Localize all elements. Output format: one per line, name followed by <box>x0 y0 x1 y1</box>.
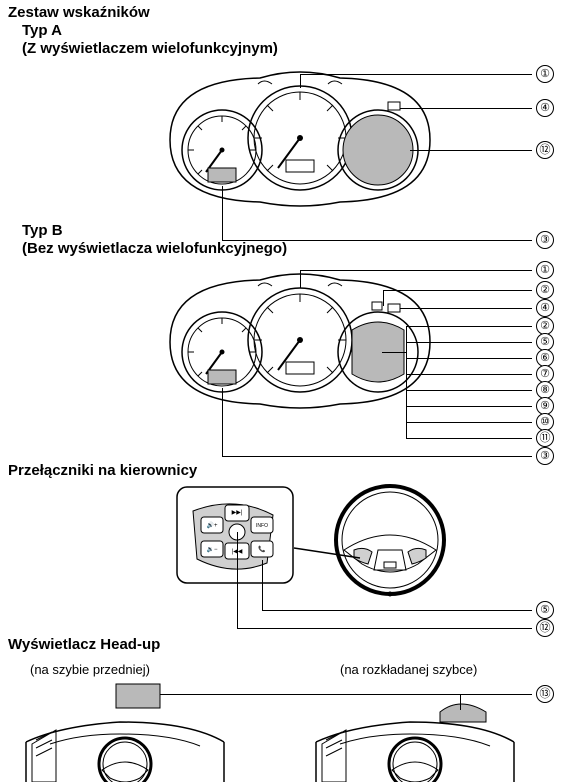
lead-b5 <box>406 342 532 343</box>
lead-b10 <box>406 422 532 423</box>
title-typeB: Typ B <box>22 222 63 239</box>
svg-text:INFO: INFO <box>256 523 268 529</box>
hud-left <box>20 682 230 782</box>
lead-sw-v <box>262 560 263 610</box>
label-hud-0: ⑬ <box>536 685 554 703</box>
hud-left-caption: (na szybie przedniej) <box>30 662 150 677</box>
svg-text:🔊+: 🔊+ <box>207 521 218 529</box>
lead-hud-l <box>160 694 460 695</box>
label-b-11: ③ <box>536 447 554 465</box>
lead-b11 <box>406 438 532 439</box>
lead-sw12-v <box>237 532 238 628</box>
lead-b4 <box>400 308 532 309</box>
hud-right <box>310 682 520 782</box>
lead-sw12 <box>237 628 532 629</box>
lead-b1 <box>300 270 532 271</box>
zoom-connector <box>290 540 370 570</box>
lead-hud <box>460 694 532 695</box>
switch-zoom-panel: ▶▶| |◀◀ 🔊+ INFO 🔉− 📞 <box>175 485 295 585</box>
label-a-12: ⑫ <box>536 141 554 159</box>
lead-b8 <box>406 390 532 391</box>
label-b-0: ① <box>536 261 554 279</box>
lead-a4 <box>400 108 532 109</box>
label-b-10: ⑪ <box>536 429 554 447</box>
label-a-3: ③ <box>536 231 554 249</box>
title-main: Zestaw wskaźników <box>8 4 150 21</box>
lead-a3-v <box>222 186 223 240</box>
lead-a12 <box>410 150 532 151</box>
label-sw-0: ⑤ <box>536 601 554 619</box>
svg-text:▶▶|: ▶▶| <box>232 510 243 516</box>
label-sw-1: ⑫ <box>536 619 554 637</box>
lead-a1-v <box>300 74 301 88</box>
lead-b2b <box>406 326 532 327</box>
label-b-2: ④ <box>536 299 554 317</box>
label-a-1: ① <box>536 65 554 83</box>
label-a-4: ④ <box>536 99 554 117</box>
lead-sw5 <box>262 610 532 611</box>
lead-b9 <box>406 406 532 407</box>
title-typeB-sub: (Bez wyświetlacza wielofunkcyjnego) <box>22 240 287 257</box>
lead-b3-v <box>222 388 223 456</box>
lead-bgroup-h <box>382 352 406 353</box>
title-typeA-sub: (Z wyświetlaczem wielofunkcyjnym) <box>22 40 278 57</box>
lead-b1-v <box>300 270 301 288</box>
lead-hud-r-v <box>460 694 461 710</box>
lead-bgroup-v <box>406 326 407 438</box>
hud-right-caption: (na rozkładanej szybce) <box>340 662 477 677</box>
title-hud: Wyświetlacz Head-up <box>8 636 160 653</box>
title-typeA: Typ A <box>22 22 62 39</box>
lead-b2 <box>383 290 532 291</box>
lead-b2-v <box>383 290 384 306</box>
lead-b7 <box>406 374 532 375</box>
lead-b3 <box>222 456 532 457</box>
label-b-1: ② <box>536 281 554 299</box>
svg-text:🔉−: 🔉− <box>207 546 218 553</box>
lead-b6 <box>406 358 532 359</box>
svg-text:📞: 📞 <box>258 545 266 553</box>
lead-a1 <box>300 74 532 75</box>
title-switches: Przełączniki na kierownicy <box>8 462 197 479</box>
